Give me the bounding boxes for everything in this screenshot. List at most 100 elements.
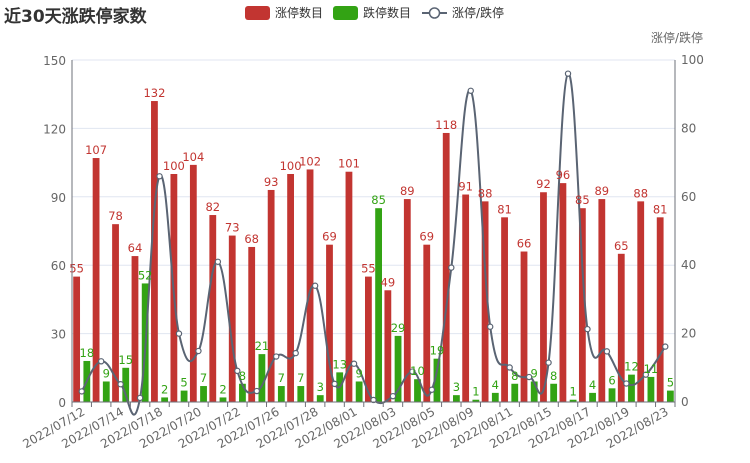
bar-down-label: 7	[278, 371, 285, 385]
y-right-tick-label: 40	[681, 258, 696, 272]
y-left-tick-label: 150	[43, 54, 66, 68]
y-left-tick-label: 0	[58, 396, 66, 410]
ratio-point	[331, 380, 338, 388]
bar-down-label: 5	[180, 376, 187, 390]
bar-up-label: 91	[458, 180, 473, 194]
bar-up	[423, 244, 431, 402]
bar-down	[666, 390, 674, 402]
ratio-point	[195, 347, 202, 355]
bar-up-label: 55	[361, 262, 376, 276]
legend-item[interactable]: 跌停数目	[333, 5, 411, 20]
bar-down	[277, 386, 285, 402]
bar-up	[578, 208, 586, 402]
bar-up	[403, 199, 411, 402]
ratio-point	[525, 373, 533, 381]
bar-up-label: 132	[143, 86, 165, 100]
ratio-point	[117, 381, 124, 388]
bar-up	[112, 224, 119, 402]
y-right-tick-label: 80	[681, 121, 696, 135]
legend-item[interactable]: 涨停/跌停	[422, 5, 504, 20]
bar-up	[559, 183, 567, 402]
bar-down-label: 9	[531, 366, 538, 380]
bar-down-label: 13	[332, 357, 347, 371]
bar-down	[239, 383, 246, 402]
bar-up	[228, 235, 236, 402]
y-left-tick-label: 30	[51, 328, 66, 342]
ratio-point	[370, 396, 377, 404]
ratio-point	[156, 173, 163, 180]
bar-down	[569, 399, 577, 402]
bar-up-label: 81	[653, 202, 668, 216]
bar-up	[442, 132, 450, 402]
bar-down-label: 2	[161, 382, 168, 396]
y-left-tick-label: 90	[51, 191, 66, 205]
bar-up	[365, 276, 372, 402]
bar-up-label: 100	[280, 159, 302, 173]
bar-up-label: 92	[536, 177, 551, 191]
ratio-point	[214, 258, 222, 265]
y-right-tick-label: 60	[681, 190, 696, 204]
bar-down	[608, 388, 616, 402]
bar-up-label: 73	[225, 221, 240, 235]
bar-down	[258, 354, 266, 402]
legend-label: 涨停/跌停	[452, 5, 504, 20]
ratio-point	[584, 325, 591, 333]
bar-up-label: 107	[85, 143, 107, 157]
ratio-point	[428, 386, 436, 393]
bar-up	[92, 158, 100, 402]
bar-up-label: 96	[556, 168, 571, 182]
y-right-tick-label: 20	[681, 327, 696, 341]
y-left-tick-label: 60	[51, 259, 66, 273]
bar-down-label: 7	[200, 371, 207, 385]
bar-down-label: 7	[297, 371, 304, 385]
legend-item[interactable]: 涨停数目	[245, 5, 323, 20]
legend[interactable]: 涨停数目 跌停数目 涨停/跌停	[245, 5, 504, 20]
bar-down-label: 1	[569, 385, 576, 399]
bar-up-label: 88	[478, 186, 493, 200]
ratio-point	[662, 343, 669, 350]
bar-up	[306, 169, 314, 402]
bar-up	[209, 215, 217, 402]
bar-up	[462, 194, 470, 402]
ratio-point	[545, 359, 552, 366]
bar-up-label: 88	[633, 186, 648, 200]
bar-up	[617, 253, 625, 402]
bars	[73, 101, 674, 402]
ratio-point	[78, 388, 85, 395]
ratio-point	[273, 353, 280, 360]
ratio-point	[389, 392, 397, 400]
bar-up	[540, 192, 547, 402]
bar-up-label: 64	[128, 241, 143, 255]
bar-up	[73, 276, 81, 402]
bar-up-label: 104	[182, 150, 204, 164]
ratio-point	[292, 349, 299, 357]
ratio-point	[97, 358, 105, 365]
bar-up	[384, 290, 392, 402]
bar-down	[550, 383, 558, 402]
bar-up-label: 66	[517, 237, 532, 251]
bar-down-label: 21	[255, 339, 270, 353]
ratio-point	[234, 367, 241, 375]
bar-up-label: 89	[594, 184, 609, 198]
bar-up	[248, 246, 256, 402]
bar-up-label: 78	[108, 209, 123, 223]
bar-down	[491, 392, 499, 402]
bar-down-label: 8	[239, 369, 246, 383]
bar-up-label: 93	[264, 175, 279, 189]
ratio-point	[623, 380, 630, 387]
bar-down-label: 15	[118, 353, 133, 367]
bar-down	[453, 395, 460, 402]
bar-down	[394, 335, 402, 402]
bar-up	[267, 189, 275, 402]
bar-up-label: 65	[614, 239, 629, 253]
bar-up-label: 85	[575, 193, 590, 207]
bar-down-label: 4	[589, 378, 596, 392]
ratio-point	[175, 330, 183, 337]
y-right-tick-label: 100	[681, 53, 704, 67]
bar-up	[637, 201, 645, 402]
ratio-point	[311, 282, 319, 289]
bar-down-label: 9	[355, 366, 362, 380]
bar-up	[345, 171, 353, 402]
ratio-point	[350, 360, 358, 367]
